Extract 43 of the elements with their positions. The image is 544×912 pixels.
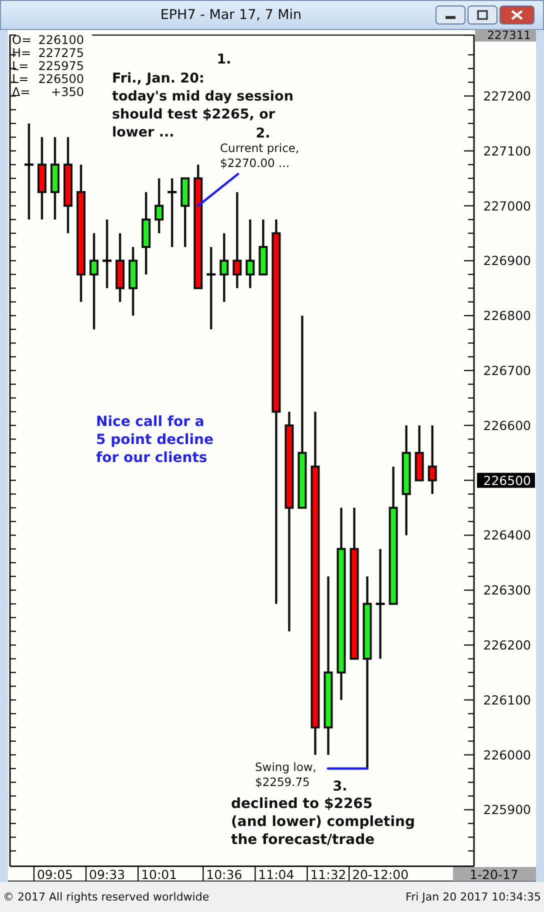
x-tick-label: 11:32 (310, 867, 346, 882)
y-tick-label: 226400 (483, 528, 532, 543)
chart-title: EPH7 - Mar 17, 7 Min (160, 7, 302, 23)
annotation: H= 227275 (12, 46, 84, 60)
x-tick-label: 09:05 (36, 867, 73, 882)
y-tick-label: 226900 (483, 253, 532, 268)
y-tick-label: 226800 (483, 308, 532, 324)
text: © 2017 All rights reserved worldwide (3, 890, 210, 904)
annotation: L= 225975 (12, 59, 84, 73)
y-tick-label: 227311 (487, 28, 531, 42)
x-tick-label: 09:33 (89, 867, 126, 882)
y-tick-label: 226100 (483, 692, 532, 708)
x-tick-label: 11:04 (258, 867, 294, 882)
annotation: 3. (332, 778, 348, 795)
candlestick (220, 232, 229, 303)
y-tick-label: 227000 (483, 198, 532, 214)
candlestick (232, 190, 242, 290)
candlestick (428, 424, 437, 496)
y-tick-label: 226000 (483, 747, 532, 762)
text: 1-20-17 (470, 867, 518, 882)
annotation: declined to $2265 (and lower) completing the forecast/trade (231, 796, 416, 848)
x-tick-label: 10:01 (141, 867, 178, 882)
text: Fri Jan 20 2017 10:34:35 (406, 890, 541, 904)
annotation: 1. (216, 52, 232, 68)
y-tick-label: 226500 (483, 472, 532, 488)
y-tick-label: 227200 (483, 88, 532, 104)
y-tick-label: 226700 (483, 363, 532, 378)
annotation: 2. (256, 126, 270, 142)
x-tick-label: 10:36 (206, 867, 242, 882)
candlestick (90, 232, 99, 330)
annotation: L= 226500 (12, 72, 84, 86)
y-tick-label: 226600 (483, 418, 532, 433)
annotation: Nice call for a 5 point decline for our clients (96, 414, 214, 466)
y-tick-label: 225900 (483, 802, 532, 818)
y-tick-label: 227100 (483, 143, 532, 158)
y-tick-label: 226300 (483, 582, 532, 598)
annotation: Swing low, $2259.75 (255, 760, 316, 790)
y-tick-label: 226200 (483, 638, 532, 653)
x-tick-label: 20-12:00 (352, 867, 409, 882)
annotation: Current price, $2270.00 ... (220, 141, 300, 170)
candlestick (154, 177, 164, 234)
candlestick (246, 218, 255, 290)
annotation: O= 226100 (12, 33, 84, 47)
